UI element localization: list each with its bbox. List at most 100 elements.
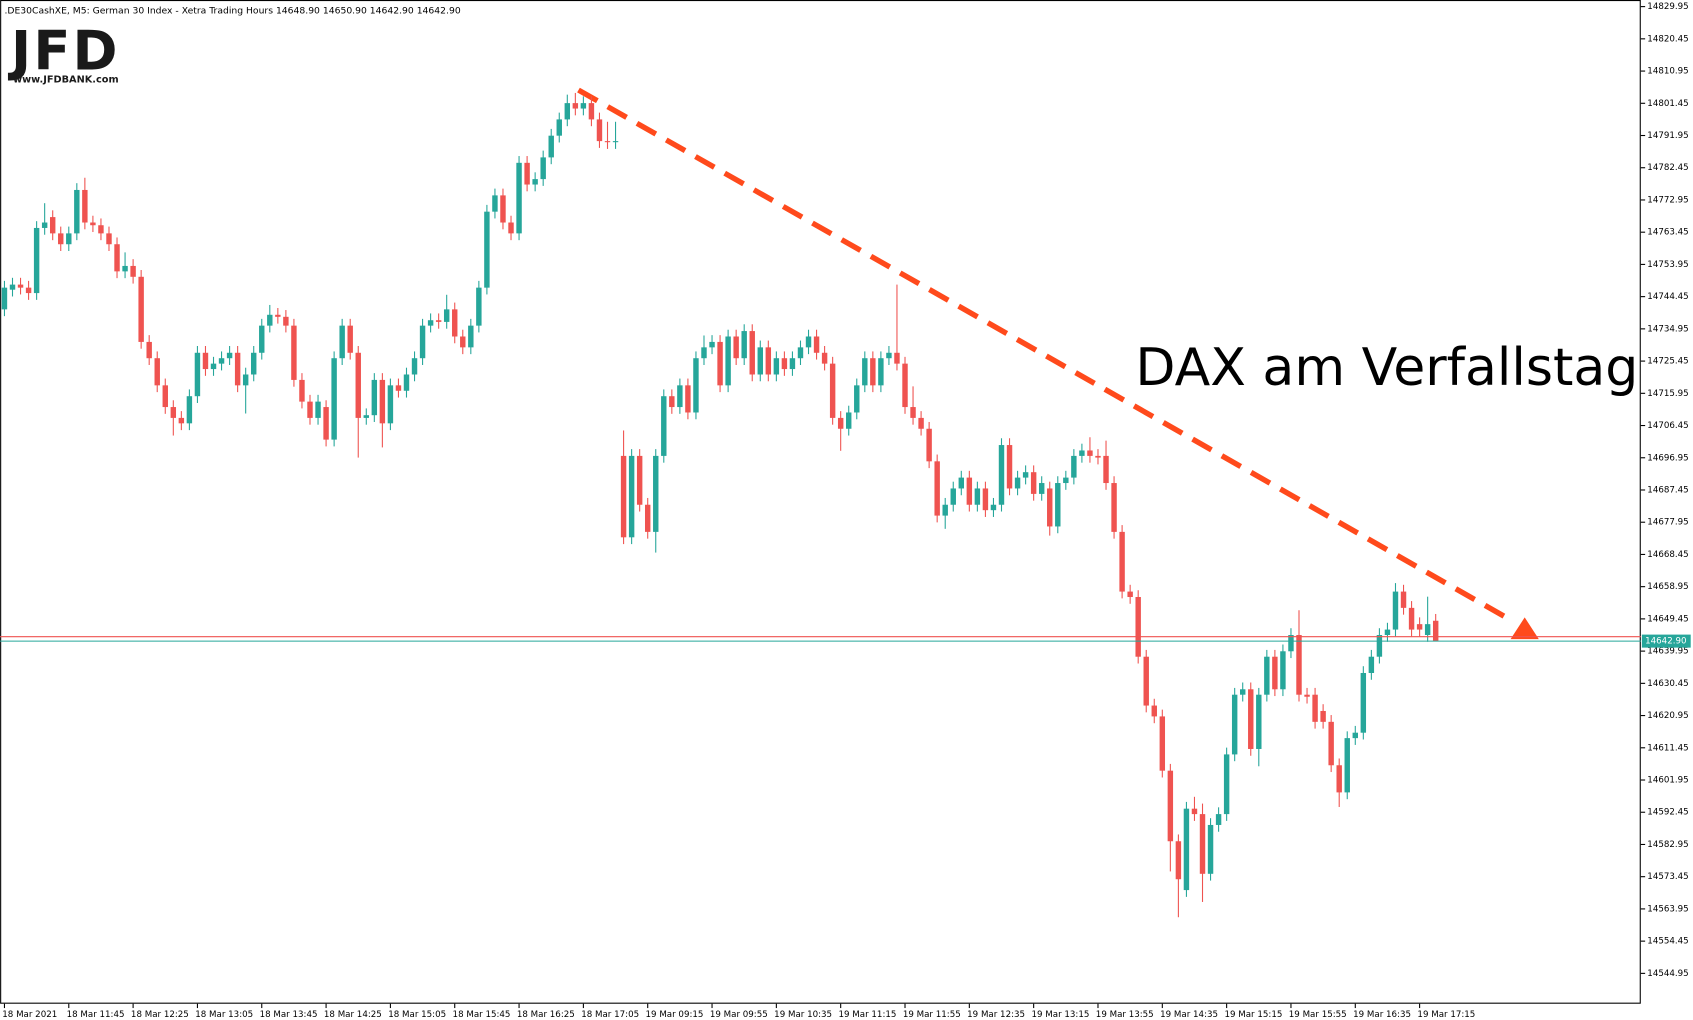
candle-body: [1304, 694, 1310, 697]
candle-body: [130, 265, 136, 277]
candle-body: [315, 401, 321, 418]
y-tick-label: 14687.45: [1647, 485, 1688, 495]
y-tick-label: 14791.95: [1647, 131, 1688, 141]
x-tick-label: 18 Mar 14:25: [324, 1010, 382, 1020]
candle-body: [1191, 808, 1198, 815]
candle-body: [1143, 656, 1149, 706]
candle-body: [1376, 635, 1383, 657]
candle-body: [307, 401, 313, 418]
candle-body: [821, 352, 828, 364]
candle-body: [1207, 824, 1214, 874]
candle-body: [1159, 716, 1166, 771]
candle-body: [162, 385, 168, 408]
candle-body: [114, 244, 120, 272]
candle-body: [476, 287, 482, 326]
y-tick-label: 14763.45: [1647, 228, 1688, 238]
y-tick-label: 14734.95: [1647, 324, 1688, 334]
candle-body: [1127, 591, 1133, 598]
x-tick-label: 18 Mar 11:45: [67, 1010, 125, 1020]
candle-body: [17, 284, 24, 288]
x-tick-label: 19 Mar 15:15: [1224, 1010, 1282, 1020]
candle-body: [878, 358, 884, 386]
candle-body: [1280, 651, 1286, 690]
candle-body: [846, 412, 852, 429]
candle-body: [170, 407, 177, 418]
candle-body: [749, 331, 755, 375]
trend-arrow: [1510, 617, 1539, 640]
candle-body: [347, 325, 353, 353]
candle-body: [1312, 694, 1318, 722]
candle-body: [1063, 477, 1069, 484]
candle-body: [958, 477, 965, 489]
candle-body: [862, 358, 868, 386]
candle-body: [693, 358, 699, 413]
candle-body: [1183, 808, 1190, 891]
candle-body: [82, 189, 88, 223]
candle-body: [210, 363, 217, 370]
candle-body: [653, 455, 659, 532]
candle-body: [548, 135, 554, 158]
candle-body: [226, 352, 233, 359]
candle-body: [789, 358, 796, 370]
candle-body: [813, 336, 820, 353]
candle-body: [49, 217, 56, 234]
candle-body: [934, 461, 940, 516]
candle-body: [1014, 477, 1021, 489]
candle-body: [1071, 455, 1077, 478]
x-tick-label: 18 Mar 13:45: [260, 1010, 318, 1020]
candle-body: [757, 347, 763, 375]
candle-body: [106, 233, 112, 245]
x-tick-label: 19 Mar 17:15: [1417, 1010, 1475, 1020]
candle-body: [1111, 483, 1117, 532]
candle-body: [58, 233, 64, 245]
candle-body: [556, 119, 562, 136]
candle-body: [532, 179, 538, 185]
candle-body: [524, 162, 530, 185]
candle-body: [942, 504, 948, 516]
y-tick-label: 14601.95: [1647, 776, 1688, 786]
candle-body: [669, 396, 675, 408]
candle-body: [178, 417, 185, 424]
candle-body: [870, 358, 876, 386]
candle-body: [194, 352, 201, 397]
candle-body: [1368, 656, 1375, 673]
candle-body: [717, 341, 723, 386]
candle-body: [1408, 607, 1415, 630]
candle-body: [218, 358, 225, 364]
candle-body: [395, 385, 402, 391]
x-tick-label: 19 Mar 11:55: [903, 1010, 961, 1020]
y-tick-label: 14753.95: [1647, 260, 1688, 270]
candle-body: [1344, 738, 1350, 793]
candle-body: [725, 336, 731, 386]
logo: JFD: [7, 19, 120, 82]
candle-body: [259, 325, 265, 353]
candle-body: [661, 396, 667, 456]
logo-url: www.JFDBANK.com: [13, 74, 119, 85]
candle-body: [443, 309, 450, 322]
candle-body: [620, 455, 627, 538]
candle-body: [1432, 620, 1439, 642]
candle-body: [1151, 705, 1157, 717]
candle-body: [974, 488, 981, 505]
candle-body: [371, 379, 378, 416]
candle-body: [283, 316, 289, 326]
candle-body: [701, 347, 707, 359]
candle-body: [275, 314, 281, 317]
y-tick-label: 14820.45: [1647, 34, 1688, 44]
x-tick-label: 18 Mar 15:05: [388, 1010, 446, 1020]
y-tick-label: 14563.95: [1647, 904, 1688, 914]
candle-body: [1264, 656, 1270, 695]
candle-body: [1248, 689, 1254, 749]
candle-body: [1288, 635, 1294, 652]
candle-body: [1006, 445, 1013, 489]
candle-body: [98, 225, 104, 234]
annotation: DAX am Verfallstag: [1135, 338, 1638, 398]
candle-body: [460, 336, 466, 348]
x-tick-label: 19 Mar 13:55: [1096, 1010, 1154, 1020]
candle-body: [1328, 721, 1334, 766]
candle-body: [910, 407, 916, 418]
candle-body: [1256, 694, 1262, 749]
y-tick-label: 14649.45: [1647, 614, 1688, 624]
candle-body: [339, 325, 345, 359]
y-tick-label: 14706.45: [1647, 421, 1688, 431]
